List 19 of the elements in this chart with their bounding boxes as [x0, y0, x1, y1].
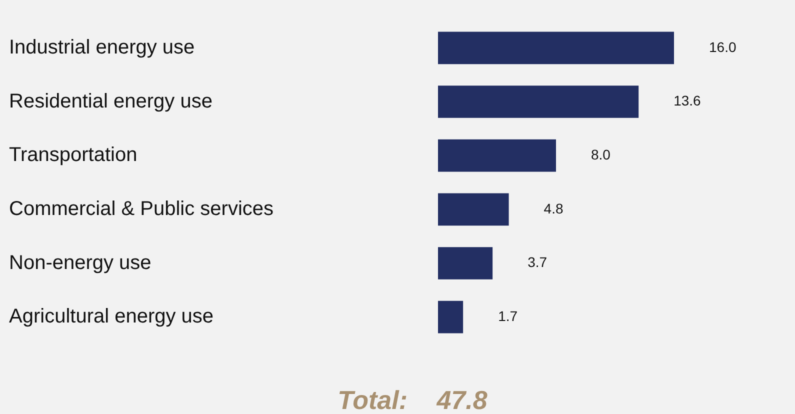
data-label: 1.7	[498, 308, 518, 324]
y-tick-label: Commercial & Public services	[9, 198, 274, 220]
data-label: 4.8	[544, 200, 564, 216]
bar	[438, 193, 509, 226]
y-tick-label: Industrial energy use	[9, 36, 195, 58]
y-tick-label: Agricultural energy use	[9, 306, 214, 328]
y-tick-label: Transportation	[9, 144, 138, 166]
data-label: 8.0	[591, 146, 611, 162]
y-tick-label: Residential energy use	[9, 90, 212, 112]
bar	[438, 247, 493, 280]
y-tick-label: Non-energy use	[9, 252, 152, 274]
bar	[438, 86, 639, 118]
bar	[438, 139, 556, 172]
data-label: 3.7	[528, 254, 548, 270]
data-label: 13.6	[674, 92, 702, 109]
text: Total: 47.8	[336, 385, 488, 414]
bar	[438, 32, 674, 64]
data-label: 16.0	[709, 38, 736, 55]
bar	[438, 300, 464, 334]
